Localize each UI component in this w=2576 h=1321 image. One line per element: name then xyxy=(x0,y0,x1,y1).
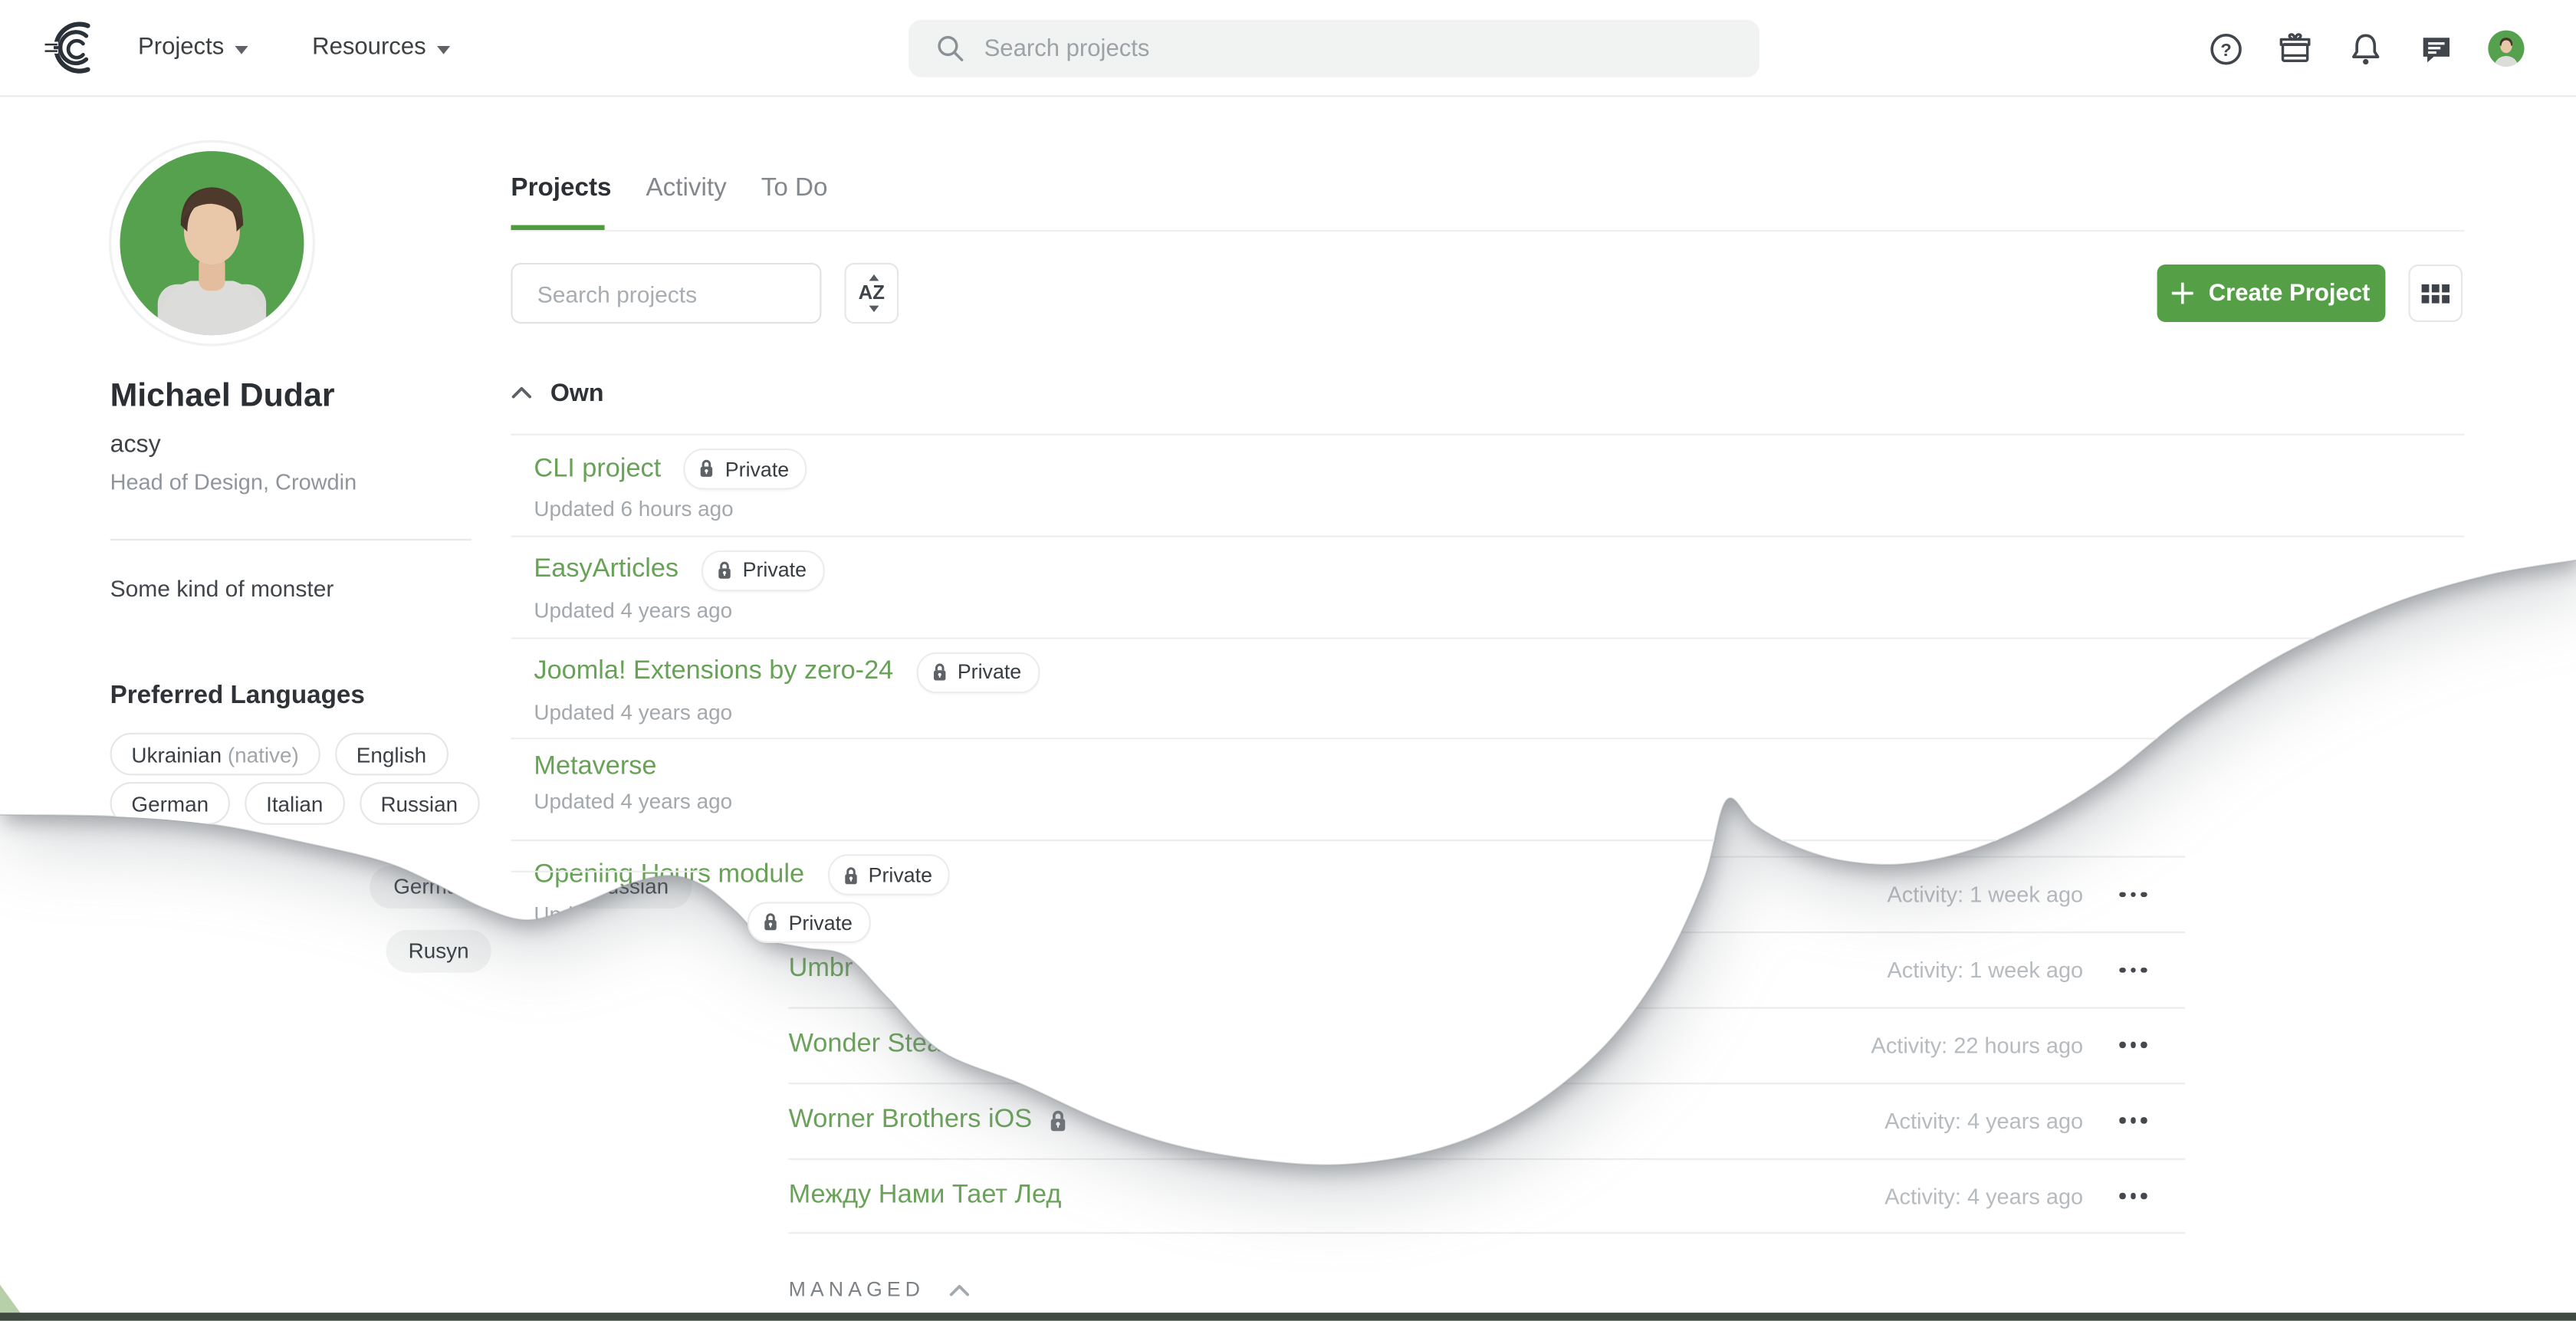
lock-icon xyxy=(699,459,715,479)
language-native-note: (native) xyxy=(222,742,299,767)
language-pill-ukrainian[interactable]: Ukrainian (native) xyxy=(110,733,320,776)
more-menu-button[interactable] xyxy=(2119,1118,2152,1124)
project-link[interactable]: Worner Brothers iOS xyxy=(788,1106,1033,1134)
lock-icon xyxy=(932,662,948,682)
lock-icon xyxy=(716,560,732,580)
private-badge: Private xyxy=(916,652,1040,693)
chevron-up-icon xyxy=(511,386,532,399)
notifications-button[interactable] xyxy=(2348,31,2384,67)
language-pill-list: Ukrainian (native) English German Italian Ru… xyxy=(110,733,485,825)
private-badge-label: Private xyxy=(724,457,790,481)
nav-resources-menu[interactable]: Resources xyxy=(312,0,451,95)
project-activity: Activity: 4 years ago xyxy=(1884,1183,2084,1209)
bottom-edge-strip xyxy=(0,1313,2576,1321)
profile-tabs: Projects Activity To Do xyxy=(511,164,2464,232)
language-pill-rusyn[interactable]: Rusyn xyxy=(386,930,491,973)
private-badge: Private xyxy=(827,855,951,896)
project-link[interactable]: CLI project xyxy=(534,454,662,482)
tab-activity[interactable]: Activity xyxy=(646,174,727,202)
active-tab-underline xyxy=(511,225,604,230)
project-link[interactable]: EasyArticles xyxy=(534,555,679,584)
global-search-input[interactable] xyxy=(981,33,1677,64)
project-row: Joomla! Extensions by zero-24 Private Upd… xyxy=(511,639,2464,740)
top-navigation: Projects Resources ? xyxy=(0,0,2576,97)
project-search xyxy=(511,263,821,324)
messages-button[interactable] xyxy=(2418,31,2454,67)
project-link[interactable]: Joomla! Extensions by zero-24 xyxy=(534,657,894,685)
private-badge-label: Private xyxy=(742,559,807,583)
project-updated: Updated 4 years ago xyxy=(534,597,733,623)
own-section-label: Own xyxy=(550,378,604,407)
chevron-up-icon xyxy=(949,1284,969,1296)
user-avatar[interactable] xyxy=(2487,30,2525,67)
project-search-input[interactable] xyxy=(534,278,803,308)
search-icon xyxy=(938,35,964,61)
project-row: Между Нами Тает Лед Activity: 4 years ago xyxy=(789,1159,2185,1234)
project-activity: Activity: 22 hours ago xyxy=(1871,1033,2084,1058)
project-activity: Activity: 1 week ago xyxy=(1887,882,2084,907)
project-row: CLI project Private Updated 6 hours ago xyxy=(511,435,2464,537)
sort-desc-icon xyxy=(869,306,879,313)
global-search xyxy=(909,19,1760,77)
row-divider-fragment xyxy=(511,871,708,872)
grid-view-button[interactable] xyxy=(2408,265,2463,322)
private-badge: Private xyxy=(747,902,871,943)
private-badge-label: Private xyxy=(788,911,853,935)
language-pill-italian[interactable]: Italian xyxy=(245,782,344,825)
managed-section-label: MANAGED xyxy=(788,1278,925,1302)
sort-asc-icon xyxy=(869,274,879,281)
lock-icon xyxy=(764,914,777,932)
caret-down-icon xyxy=(437,44,451,54)
caret-down-icon xyxy=(235,44,249,54)
private-badge-label: Private xyxy=(868,863,932,887)
project-activity: Activity: 4 years ago xyxy=(1884,1108,2084,1133)
project-link[interactable]: Metaverse xyxy=(534,753,657,781)
gift-button[interactable] xyxy=(2277,31,2313,67)
project-activity: Activity: 1 week ago xyxy=(1887,957,2084,983)
more-menu-button[interactable] xyxy=(2119,1193,2152,1199)
project-updated: Updated 6 hours ago xyxy=(534,496,734,521)
private-badge: Private xyxy=(747,902,871,943)
create-project-button[interactable]: Create Project xyxy=(2157,265,2386,322)
project-link[interactable]: Umbr xyxy=(788,955,853,984)
svg-text:?: ? xyxy=(2220,40,2231,60)
grid-icon xyxy=(2422,284,2450,304)
lock-icon xyxy=(1049,1109,1069,1132)
private-badge: Private xyxy=(684,449,807,490)
sort-az-button[interactable]: AZ xyxy=(844,263,899,324)
languages-title: Preferred Languages xyxy=(110,682,365,710)
private-badge: Private xyxy=(702,550,825,591)
profile-username: acsy xyxy=(110,430,161,458)
nav-resources-label: Resources xyxy=(312,35,426,61)
profile-bio: Some kind of monster xyxy=(110,575,334,602)
crowdin-logo-icon[interactable] xyxy=(39,16,101,78)
sort-az-icon: AZ xyxy=(858,281,885,304)
language-pill-english[interactable]: English xyxy=(335,733,448,776)
plus-icon xyxy=(2173,283,2194,304)
more-menu-button[interactable] xyxy=(2119,1042,2152,1048)
project-link[interactable]: Между Нами Тает Лед xyxy=(788,1181,1062,1210)
nav-projects-label: Projects xyxy=(138,35,225,61)
managed-section-header[interactable]: MANAGED xyxy=(789,1278,969,1301)
project-row: EasyArticles Private Updated 4 years ago xyxy=(511,537,2464,638)
project-updated: Updated 4 years ago xyxy=(534,698,733,725)
sidebar-divider xyxy=(110,539,472,541)
own-section-header[interactable]: Own xyxy=(511,368,603,417)
profile-role: Head of Design, Crowdin xyxy=(110,469,357,495)
help-button[interactable]: ? xyxy=(2208,31,2244,67)
language-pill-russian[interactable]: Russian xyxy=(360,782,479,825)
more-menu-button[interactable] xyxy=(2119,967,2152,973)
avatar[interactable] xyxy=(108,140,315,347)
tab-todo[interactable]: To Do xyxy=(761,174,828,202)
nav-projects-menu[interactable]: Projects xyxy=(138,0,249,95)
tab-projects[interactable]: Projects xyxy=(511,174,612,202)
profile-name: Michael Dudar xyxy=(110,377,335,414)
private-badge-label: Private xyxy=(957,660,1022,684)
more-menu-button[interactable] xyxy=(2119,892,2152,898)
lock-icon xyxy=(842,865,858,885)
create-project-label: Create Project xyxy=(2208,280,2371,307)
